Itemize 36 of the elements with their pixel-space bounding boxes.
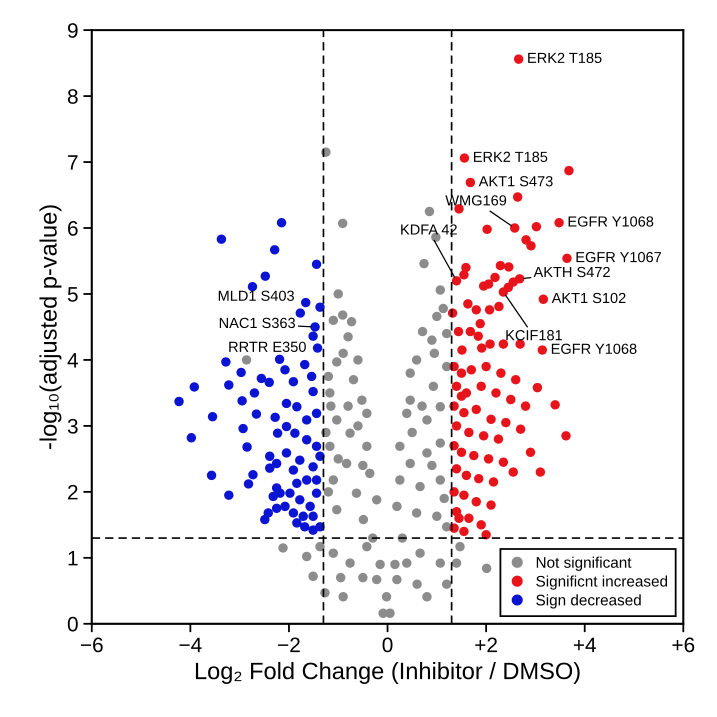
annotation: KDFA 42 <box>401 224 457 235</box>
y-tick-label: 6 <box>68 221 78 236</box>
x-tick-label: +4 <box>574 638 596 652</box>
x-tick-label: −2 <box>278 638 300 652</box>
legend-label: Sign decreased <box>536 594 641 609</box>
x-tick-label: −4 <box>180 638 202 652</box>
legend-label: Not significant <box>536 556 632 571</box>
annotation: MLD1 S403 <box>218 290 294 301</box>
annotation: NAC1 S363 <box>220 318 295 328</box>
annotation: ERK2 T185 <box>474 152 548 162</box>
annotation: ERK2 T185 <box>528 52 602 64</box>
x-tick-label: +6 <box>672 638 694 652</box>
x-tick-label: 0 <box>382 638 393 652</box>
annotation: RRTR E350 <box>229 342 306 352</box>
annotation: AKTH S472 <box>534 266 610 278</box>
y-tick-label: 5 <box>68 287 78 302</box>
annotation: EGFR Y1067 <box>576 252 662 262</box>
annotation: EGFR Y1068 <box>552 344 636 354</box>
legend-label: Significnt increased <box>536 575 668 590</box>
annotation: KCIF181 <box>506 330 562 340</box>
x-axis-title: Log₂ Fold Change (Inhibitor / DMSO) <box>196 662 580 684</box>
x-tick-label: +2 <box>475 638 497 652</box>
y-tick-label: 8 <box>68 89 78 104</box>
y-tick-label: 3 <box>68 418 78 434</box>
y-tick-label: 4 <box>67 353 78 368</box>
annotation: WMG169 <box>445 195 506 206</box>
annotation: AKT1 S102 <box>552 292 626 304</box>
y-tick-label: 1 <box>68 551 78 566</box>
y-axis-title: -log₁₀(adjusted p-value) <box>39 205 62 449</box>
y-tick-label: 0 <box>68 616 78 632</box>
x-tick-label: −6 <box>80 638 103 652</box>
y-tick-label: 7 <box>68 155 78 170</box>
annotation: EGFR Y1068 <box>568 216 654 227</box>
y-tick-label: 9 <box>68 23 78 38</box>
annotation: AKT1 S473 <box>478 176 553 186</box>
y-tick-label: 2 <box>68 484 78 500</box>
